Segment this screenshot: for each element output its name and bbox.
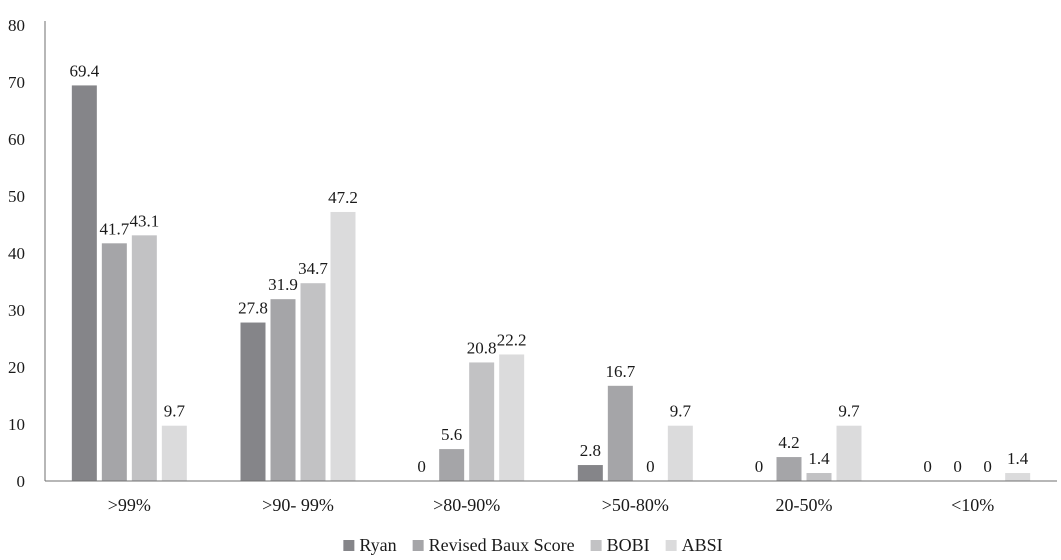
bar	[270, 299, 296, 481]
bar	[836, 425, 862, 481]
legend-item: ABSI	[665, 535, 723, 555]
data-label: 16.7	[605, 362, 635, 381]
y-tick-label: 60	[8, 130, 25, 149]
bar	[161, 425, 187, 481]
legend-item: BOBI	[590, 535, 650, 555]
legend: Ryan Revised Baux Score BOBI ABSI	[343, 535, 723, 555]
bar	[300, 283, 326, 481]
x-axis-category-labels: >99% >90- 99% >80-90% >50-80% 20-50% <10%	[108, 495, 994, 515]
data-label: 0	[983, 457, 992, 476]
x-category-label: >50-80%	[602, 495, 669, 515]
data-label: 9.7	[838, 402, 860, 421]
legend-swatch	[343, 540, 355, 551]
bar	[776, 457, 802, 481]
data-label: 0	[755, 457, 764, 476]
data-label: 0	[953, 457, 962, 476]
x-category-label: <10%	[951, 495, 994, 515]
y-tick-label: 40	[8, 244, 25, 263]
data-label: 47.2	[328, 188, 358, 207]
data-label: 9.7	[670, 402, 692, 421]
legend-label: Revised Baux Score	[429, 535, 575, 555]
bar	[1005, 473, 1031, 481]
data-label: 1.4	[1007, 449, 1029, 468]
data-label: 22.2	[497, 330, 527, 349]
data-label: 1.4	[808, 449, 830, 468]
y-tick-label: 30	[8, 301, 25, 320]
y-tick-label: 10	[8, 415, 25, 434]
y-tick-label: 80	[8, 16, 25, 35]
y-tick-label: 50	[8, 187, 25, 206]
legend-item: Ryan	[343, 535, 397, 555]
x-category-label: >80-90%	[433, 495, 500, 515]
legend-label: BOBI	[607, 535, 650, 555]
legend-label: Ryan	[359, 535, 396, 555]
data-label: 69.4	[69, 61, 99, 80]
bar	[101, 243, 127, 481]
data-label: 34.7	[298, 259, 328, 278]
bar	[806, 473, 832, 481]
data-label: 0	[417, 457, 426, 476]
bar	[469, 362, 495, 481]
y-tick-label: 0	[17, 472, 26, 491]
data-label: 9.7	[164, 402, 186, 421]
bar	[240, 322, 266, 481]
data-label: 20.8	[467, 338, 497, 357]
data-labels: 69.441.7 43.19.727.831.934.747.205.620.8 2…	[69, 61, 1028, 476]
bars	[71, 85, 1031, 482]
data-label: 31.9	[268, 275, 298, 294]
data-label: 5.6	[441, 425, 462, 444]
data-label: 41.7	[99, 219, 129, 238]
y-tick-label: 70	[8, 73, 25, 92]
legend-item: Revised Baux Score	[412, 535, 575, 555]
bar	[330, 211, 356, 481]
y-tick-label: 20	[8, 358, 25, 377]
legend-swatch	[412, 540, 424, 551]
data-label: 2.8	[580, 441, 601, 460]
bar	[499, 354, 525, 481]
x-category-label: 20-50%	[776, 495, 833, 515]
bar	[71, 85, 97, 482]
legend-swatch	[665, 540, 677, 551]
y-axis-ticks: 0 10 20 30 40 50 60 70 80	[8, 16, 25, 491]
legend-label: ABSI	[682, 535, 723, 555]
bar	[577, 465, 603, 481]
data-label: 4.2	[778, 433, 799, 452]
data-label: 43.1	[129, 211, 159, 230]
data-label: 27.8	[238, 299, 268, 318]
data-label: 0	[646, 457, 655, 476]
bar	[607, 385, 633, 481]
bar	[667, 425, 693, 481]
x-category-label: >99%	[108, 495, 151, 515]
data-label: 0	[923, 457, 932, 476]
bar	[131, 235, 157, 481]
x-category-label: >90- 99%	[262, 495, 334, 515]
bar	[439, 449, 465, 481]
legend-swatch	[590, 540, 602, 551]
